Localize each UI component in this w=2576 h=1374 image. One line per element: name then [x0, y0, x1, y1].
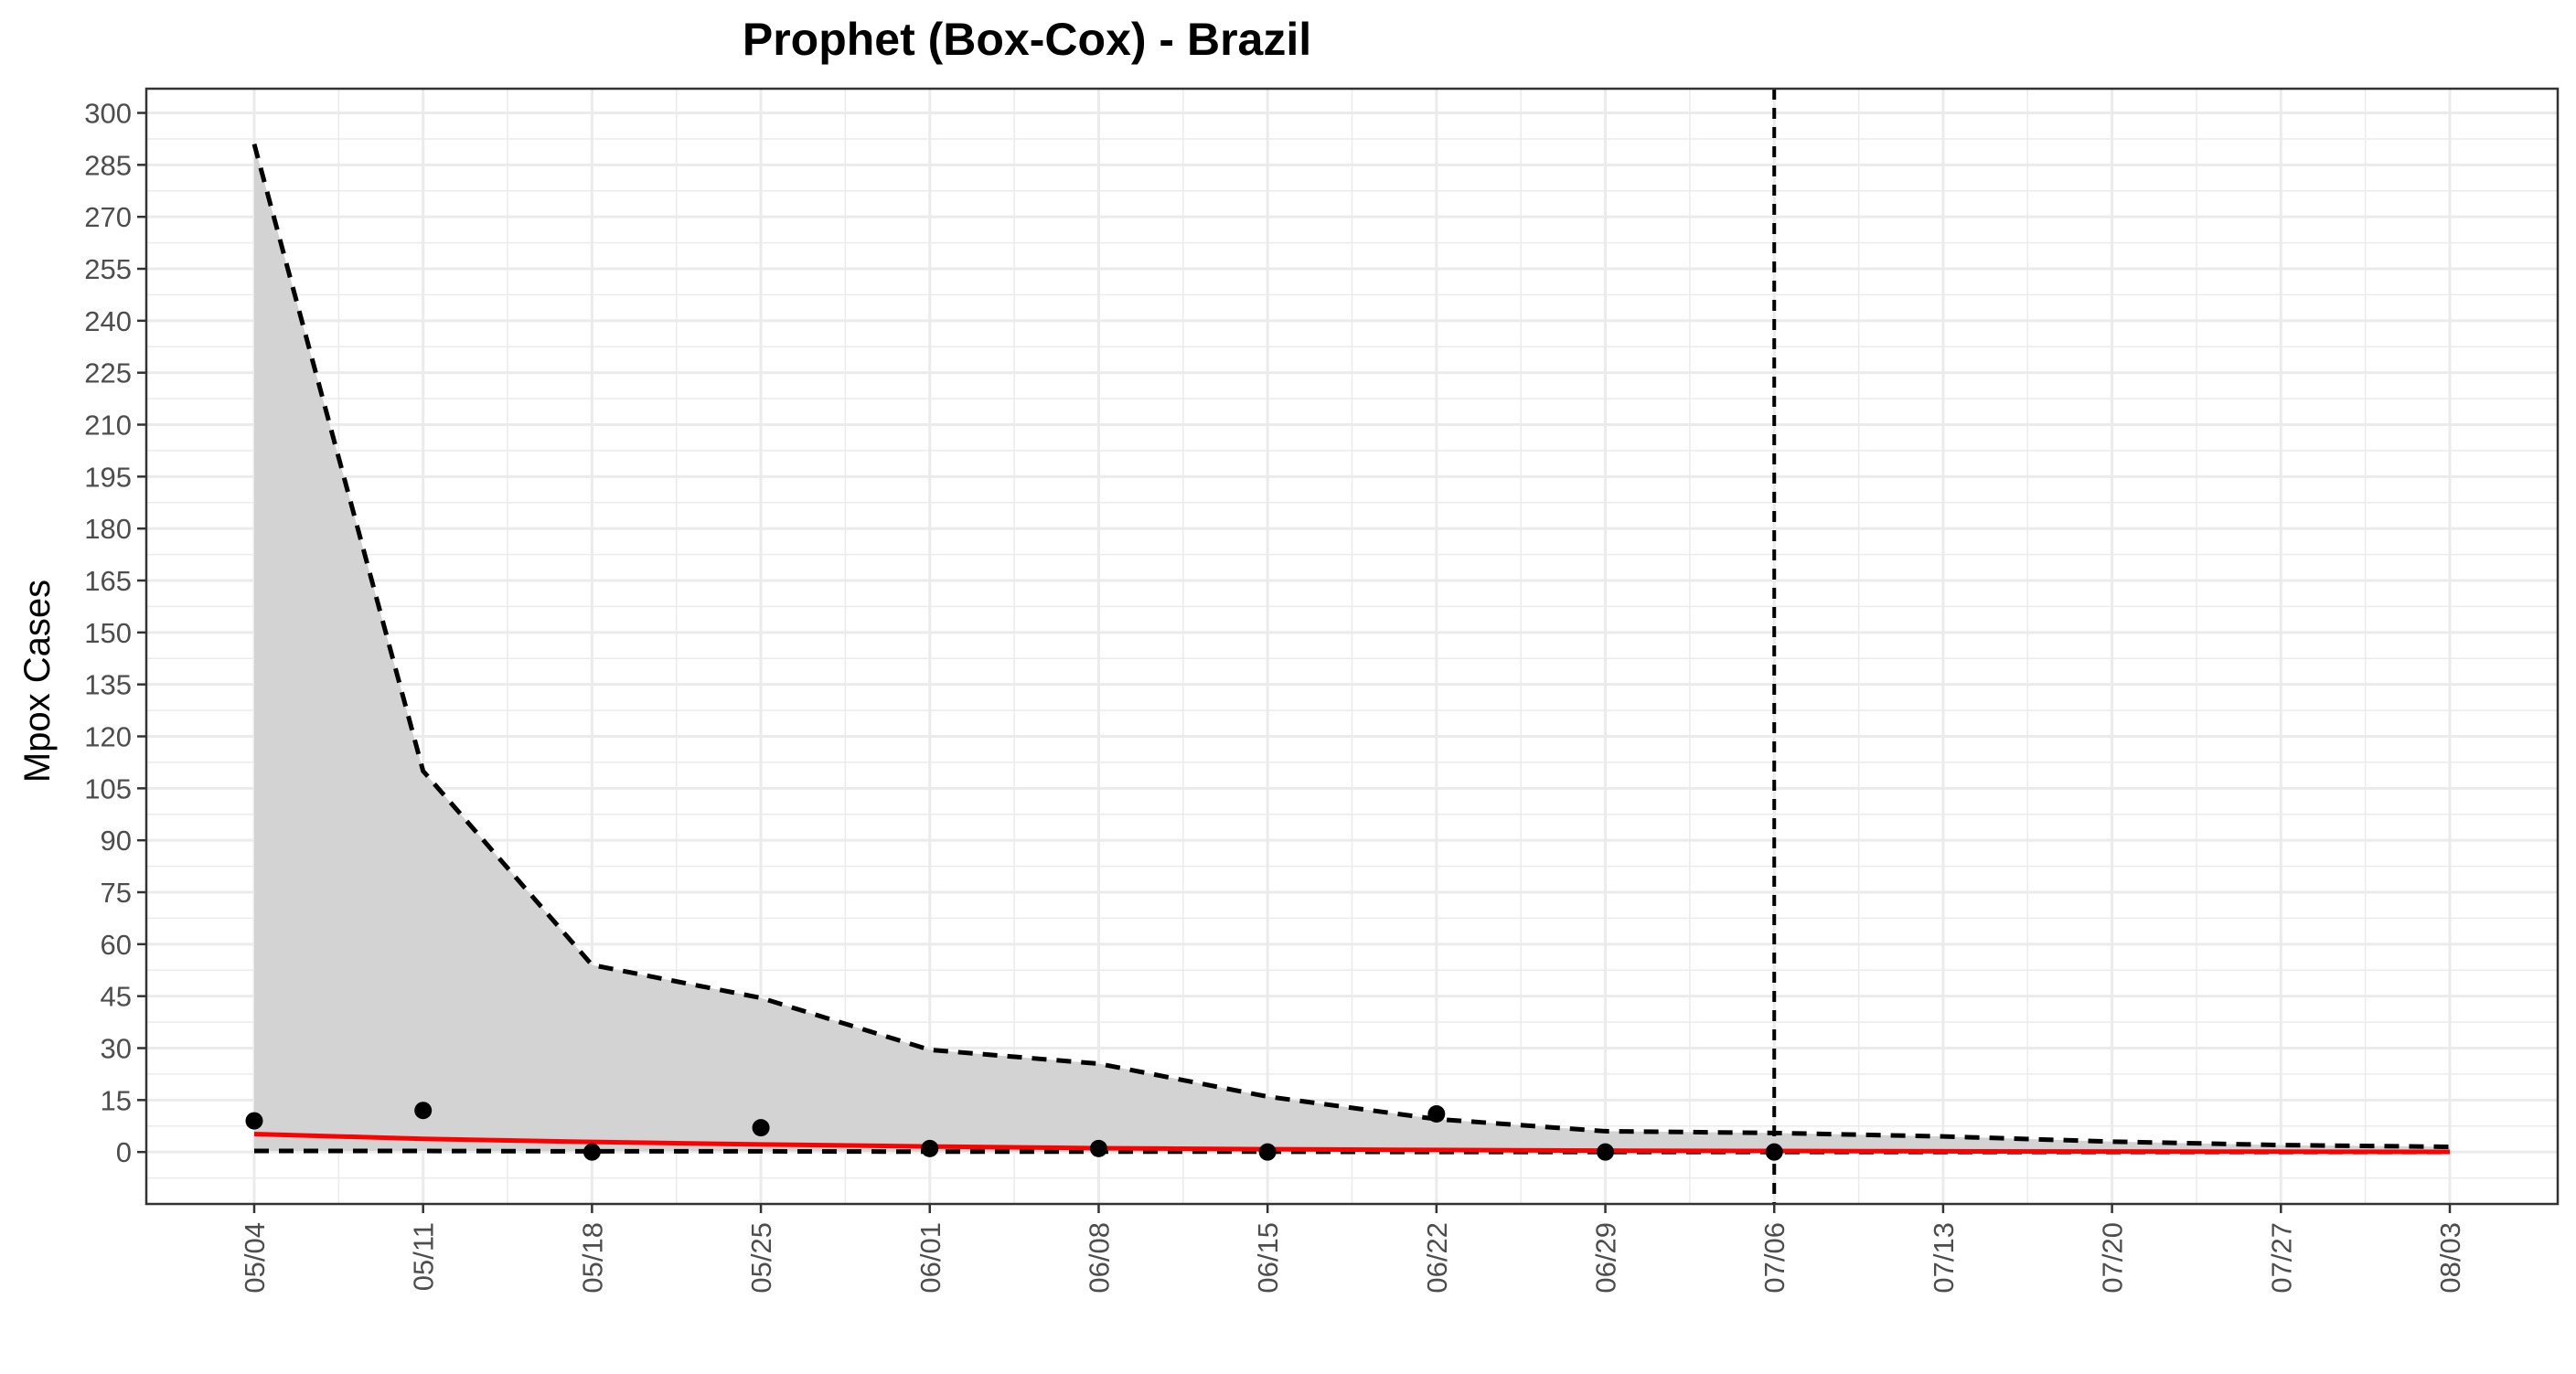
y-tick-label: 300: [84, 98, 132, 130]
y-tick-label: 90: [101, 825, 132, 857]
chart-title: Prophet (Box-Cox) - Brazil: [743, 14, 1311, 65]
x-tick-label: 06/22: [1421, 1222, 1453, 1294]
observed-point: [583, 1143, 601, 1161]
x-tick-label: 07/06: [1758, 1222, 1790, 1294]
y-tick-label: 165: [84, 565, 132, 597]
x-tick-label: 06/29: [1590, 1222, 1622, 1294]
x-tick-label: 05/18: [576, 1222, 608, 1294]
y-tick-label: 75: [101, 877, 132, 909]
y-tick-label: 150: [84, 617, 132, 649]
observed-point: [921, 1139, 939, 1157]
observed-point: [1258, 1143, 1277, 1161]
x-tick-label: 06/08: [1083, 1222, 1115, 1294]
y-axis-label: Mpox Cases: [17, 580, 58, 783]
y-tick-label: 60: [101, 929, 132, 961]
x-tick-label: 08/03: [2434, 1222, 2466, 1294]
upper-bound-line: [251, 143, 2451, 1149]
x-tick-label: 07/27: [2265, 1222, 2297, 1294]
y-tick-label: 30: [101, 1033, 132, 1065]
x-tick-label: 05/04: [239, 1222, 271, 1294]
observed-point: [1089, 1139, 1107, 1157]
y-tick-label: 195: [84, 461, 132, 493]
observed-point: [414, 1102, 433, 1120]
x-tick-label: 06/01: [914, 1222, 946, 1294]
x-tick-label: 07/13: [1928, 1222, 1960, 1294]
y-tick-label: 45: [101, 981, 132, 1013]
y-tick-label: 180: [84, 513, 132, 545]
x-tick-label: 05/25: [745, 1222, 777, 1294]
x-tick-label: 05/11: [408, 1222, 440, 1291]
y-tick-label: 240: [84, 305, 132, 337]
observed-point: [245, 1112, 263, 1130]
y-tick-label: 270: [84, 201, 132, 233]
y-tick-label: 120: [84, 721, 132, 753]
observed-point: [752, 1119, 770, 1137]
y-tick-label: 285: [84, 149, 132, 181]
panel-border: [144, 87, 2560, 1206]
observed-point: [1427, 1104, 1446, 1123]
x-tick-label: 07/20: [2097, 1222, 2129, 1294]
x-tick-label: 06/15: [1252, 1222, 1284, 1294]
prediction-interval-band: [254, 144, 2450, 1153]
forecast-line: [253, 1131, 2451, 1155]
observed-point: [1765, 1143, 1783, 1161]
y-tick-label: 135: [84, 669, 132, 701]
y-tick-label: 210: [84, 410, 132, 442]
y-tick-label: 15: [101, 1084, 132, 1116]
observed-point: [1597, 1143, 1615, 1161]
y-tick-label: 0: [116, 1136, 132, 1168]
y-tick-label: 255: [84, 253, 132, 285]
y-tick-label: 225: [84, 357, 132, 389]
y-tick-label: 105: [84, 772, 132, 804]
